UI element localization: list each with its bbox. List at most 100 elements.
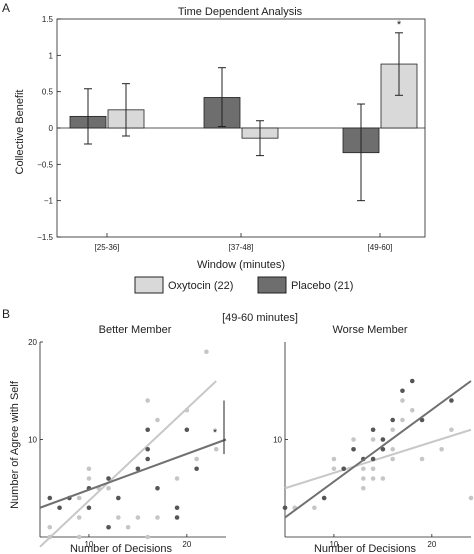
panel-label-a: A — [2, 1, 10, 15]
bar-plot-area: −1.5 −1 −0.5 0 0.5 1 1.5 [25-36] [37-48] [49-60] * — [37, 15, 426, 252]
better-placebo-point — [174, 515, 180, 520]
worse-placebo-point — [400, 388, 405, 394]
better-oxytocin-point — [174, 476, 180, 481]
worse-oxytocin-point — [351, 437, 356, 442]
better-placebo-point — [174, 505, 180, 511]
worse-oxytocin-point — [400, 398, 405, 403]
y-tick-label: −0.5 — [37, 160, 53, 169]
scatter-supertitle: [49-60 minutes] — [222, 312, 298, 324]
better-oxytocin-point — [145, 398, 150, 403]
better-oxytocin-point — [76, 495, 82, 501]
worse-oxytocin-point — [390, 427, 395, 433]
worse-placebo-point — [370, 427, 376, 433]
bar-chart-xlabel: Window (minutes) — [197, 259, 285, 271]
better-oxytocin-point — [145, 534, 150, 540]
better-placebo-point — [116, 495, 121, 501]
better-oxytocin-point — [204, 349, 209, 355]
worse-oxytocin-point — [468, 495, 474, 501]
better-oxytocin-point — [106, 485, 111, 491]
scatter-better-plot-area: 10 20 10 20 * — [28, 338, 227, 549]
worse-oxytocin-point — [380, 476, 386, 481]
scatter-better-xlabel: Number of Decisions — [70, 543, 173, 554]
better-oxytocin-point — [135, 515, 141, 520]
x-tick-label: 20 — [182, 540, 191, 549]
worse-oxytocin-point — [361, 485, 366, 491]
worse-oxytocin-point — [409, 407, 415, 413]
y-tick-label: 10 — [273, 436, 282, 445]
worse-placebo-point — [390, 417, 395, 423]
x-tick-label: [37-48] — [229, 243, 254, 252]
worse-oxytocin-point — [361, 466, 366, 472]
worse-oxytocin-point — [370, 476, 376, 481]
y-tick-label: 1.5 — [42, 15, 54, 24]
better-oxytocin-point — [47, 524, 53, 530]
better-oxytocin-point — [155, 515, 160, 520]
better-placebo-point — [86, 505, 92, 511]
legend: Oxytocin (22) Placebo (21) — [134, 276, 353, 294]
legend-swatch-placebo — [257, 276, 287, 294]
worse-oxytocin-point — [370, 437, 376, 442]
y-tick-label: 10 — [28, 436, 37, 445]
worse-oxytocin-point — [331, 456, 337, 462]
bar-chart: Time Dependent Analysis Window (minutes)… — [14, 6, 426, 271]
panel-label-b: B — [2, 307, 10, 321]
worse-placebo-point — [341, 466, 347, 472]
better-oxytocin-point — [76, 515, 82, 520]
legend-label-placebo: Placebo (21) — [291, 280, 353, 292]
worse-placebo-point — [370, 456, 376, 462]
worse-oxytocin-point — [312, 505, 317, 511]
scatter-worse-member: Worse Member Number of Decisions 10 20 10 — [273, 324, 474, 554]
better-oxytocin-point — [86, 466, 92, 472]
worse-placebo-point — [380, 437, 386, 442]
x-tick-label: 20 — [427, 540, 436, 549]
legend-swatch-oxytocin — [134, 276, 164, 294]
better-placebo-point — [106, 524, 111, 530]
bar-chart-ylabel: Collective Benefit — [14, 90, 26, 175]
worse-oxytocin-point — [419, 456, 425, 462]
better-placebo-point — [106, 476, 111, 481]
better-placebo-point — [155, 485, 160, 491]
better-oxytocin-point — [86, 476, 92, 481]
y-tick-label: 0.5 — [42, 88, 54, 97]
bar-chart-title: Time Dependent Analysis — [178, 6, 303, 18]
worse-placebo-point — [282, 505, 288, 511]
better-placebo-point — [184, 427, 190, 433]
worse-oxytocin-point — [390, 456, 395, 462]
y-tick-label: 20 — [28, 338, 37, 347]
x-tick-label: 10 — [329, 540, 338, 549]
y-tick-label: 1 — [49, 51, 54, 60]
worse-oxytocin-point — [361, 476, 366, 481]
better-oxytocin-point — [76, 534, 82, 540]
worse-placebo-point — [449, 398, 454, 403]
worse-oxytocin-point — [331, 466, 337, 472]
y-tick-label: −1 — [44, 197, 54, 206]
scatter-worse-title: Worse Member — [333, 324, 408, 336]
better-placebo-point — [145, 427, 150, 433]
scatter-better-title: Better Member — [99, 324, 172, 336]
x-tick-label: 10 — [84, 540, 93, 549]
better-placebo-point — [47, 495, 53, 501]
better-significance-marker: * — [213, 427, 218, 439]
scatter-better-ylabel: Number of Agree with Self — [9, 380, 21, 509]
x-tick-label: [49-60] — [368, 243, 393, 252]
x-tick-label: [25-36] — [95, 243, 120, 252]
better-placebo-point — [57, 505, 62, 511]
better-oxytocin-point — [155, 417, 160, 423]
worse-placebo-fit-line — [284, 380, 472, 519]
worse-oxytocin-point — [449, 427, 454, 433]
better-placebo-point — [145, 446, 150, 452]
legend-label-oxytocin: Oxytocin (22) — [168, 280, 233, 292]
better-placebo-point — [145, 456, 150, 462]
scatter-better-member: Better Member Number of Decisions Number… — [9, 324, 227, 554]
scatter-worse-xlabel: Number of Decisions — [314, 543, 417, 554]
worse-placebo-point — [409, 378, 415, 384]
worse-placebo-point — [321, 495, 327, 501]
worse-placebo-point — [380, 446, 386, 452]
better-oxytocin-point — [213, 446, 219, 452]
worse-oxytocin-point — [390, 446, 395, 452]
better-oxytocin-point — [194, 456, 199, 462]
scatter-worse-plot-area: 10 20 10 — [273, 342, 474, 549]
better-oxytocin-point — [116, 515, 121, 520]
better-placebo-point — [135, 466, 141, 472]
